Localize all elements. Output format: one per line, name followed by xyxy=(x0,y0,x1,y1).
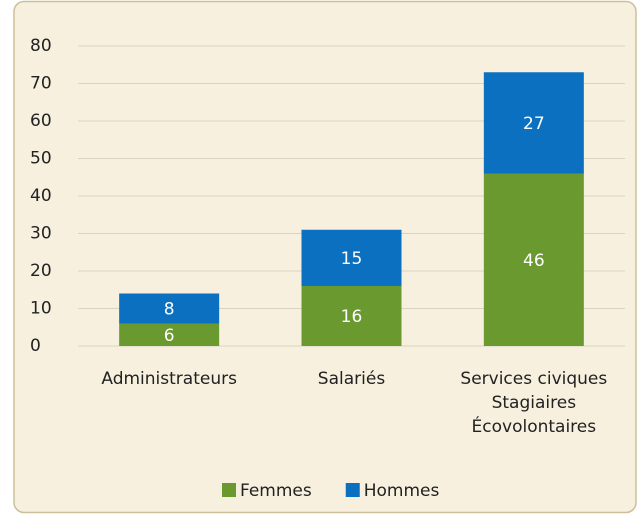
x-tick-label: Administrateurs xyxy=(101,369,237,389)
legend-swatch xyxy=(345,483,360,497)
legend-swatch xyxy=(222,483,236,497)
x-tick-label: Services civiques Stagiaires Écovolontaire… xyxy=(460,369,607,437)
bar-segment xyxy=(301,286,402,346)
y-tick-label: 60 xyxy=(30,111,52,131)
y-tick-label: 0 xyxy=(30,336,41,356)
y-tick-label: 30 xyxy=(30,224,52,244)
y-tick-label: 80 xyxy=(30,36,52,56)
legend-label: Hommes xyxy=(364,481,440,501)
value-label: 46 xyxy=(523,251,545,271)
x-tick-label: Salariés xyxy=(318,369,386,389)
bar-segment xyxy=(483,173,584,346)
value-label: 16 xyxy=(341,307,363,327)
bar-segment xyxy=(119,323,220,346)
y-tick-label: 10 xyxy=(30,299,52,319)
legend-label: Femmes xyxy=(240,481,312,501)
bar-segment xyxy=(483,72,584,174)
y-tick-label: 50 xyxy=(30,149,52,169)
bar-segment xyxy=(119,293,220,324)
y-tick-label: 40 xyxy=(30,186,52,206)
bar-segment xyxy=(301,229,402,286)
y-tick-label: 70 xyxy=(30,74,52,94)
value-label: 8 xyxy=(164,300,175,320)
value-label: 27 xyxy=(523,114,545,134)
value-label: 6 xyxy=(164,326,175,346)
value-label: 15 xyxy=(341,249,363,269)
y-tick-label: 20 xyxy=(30,261,52,281)
